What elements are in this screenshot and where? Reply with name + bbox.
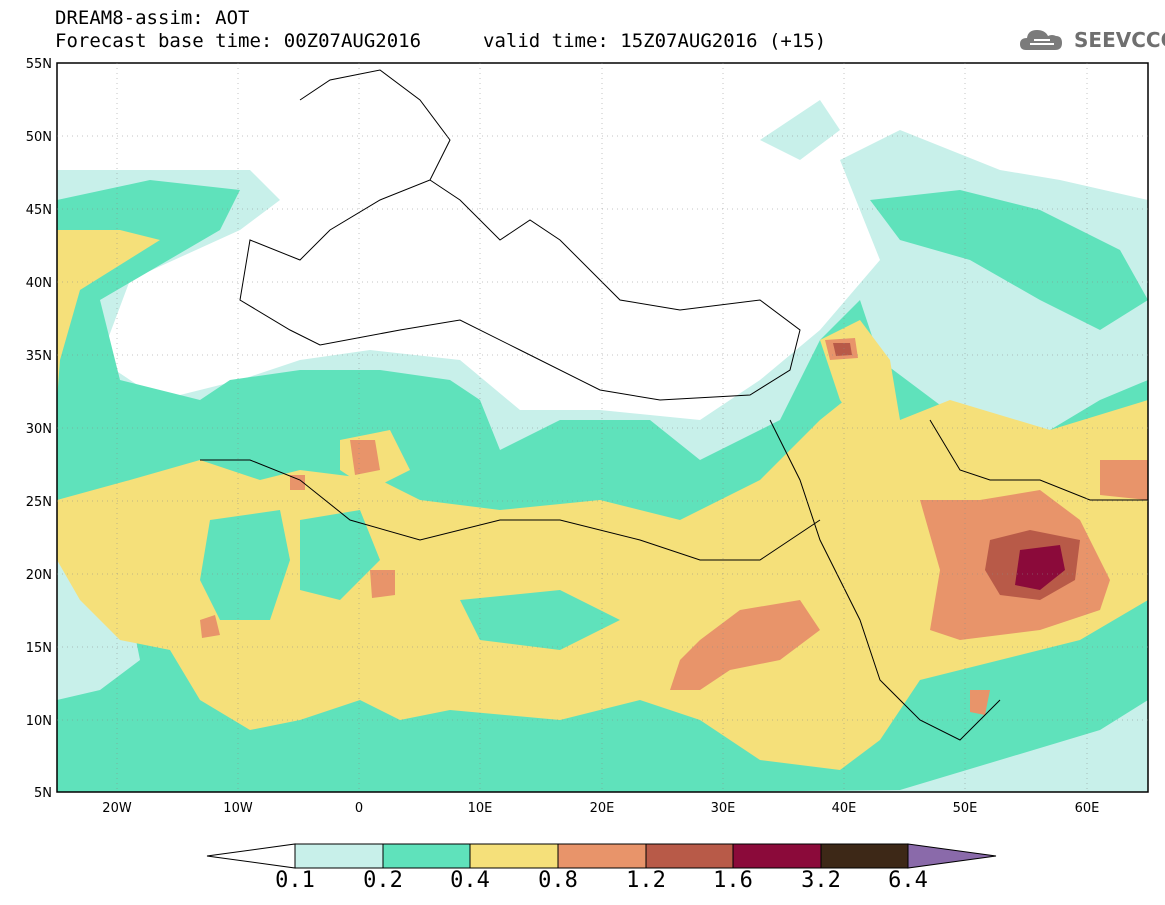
colorbar-bin xyxy=(294,843,384,869)
colorbar-bin xyxy=(557,843,647,869)
lat-tick-label: 25N xyxy=(26,495,52,510)
colorbar xyxy=(206,843,997,869)
coastlines xyxy=(200,69,1148,741)
lon-tick-label: 20W xyxy=(102,801,132,816)
lon-tick-label: 40E xyxy=(832,801,857,816)
colorbar-label: 1.6 xyxy=(713,868,753,893)
grid xyxy=(57,63,1148,792)
colorbar-label: 0.2 xyxy=(363,868,403,893)
lon-tick-label: 10W xyxy=(223,801,253,816)
aot-contour-0.4 xyxy=(57,230,160,400)
colorbar-label: 3.2 xyxy=(801,868,841,893)
lon-tick-label: 20E xyxy=(590,801,615,816)
lat-axis: 55N 50N 45N 40N 35N 30N 25N 20N 15N 10N … xyxy=(26,57,52,801)
colorbar-bin xyxy=(645,843,734,869)
lon-tick-label: 10E xyxy=(468,801,493,816)
valid-time: valid time: 15Z07AUG2016 (+15) xyxy=(483,30,827,52)
colorbar-bin xyxy=(382,843,471,869)
lon-tick-label: 30E xyxy=(711,801,736,816)
lon-axis: 20W 10W 0 10E 20E 30E 40E 50E 60E xyxy=(102,801,1099,816)
colorbar-label: 0.4 xyxy=(450,868,490,893)
colorbar-label: 1.2 xyxy=(626,868,666,893)
colorbar-bin xyxy=(820,843,909,869)
lat-tick-label: 50N xyxy=(26,130,52,145)
lat-tick-label: 35N xyxy=(26,349,52,364)
lat-tick-label: 20N xyxy=(26,568,52,583)
map-title: DREAM8-assim: AOT xyxy=(55,7,250,29)
lat-tick-label: 15N xyxy=(26,641,52,656)
map-frame xyxy=(56,62,1149,793)
colorbar-bin xyxy=(732,843,822,869)
colorbar-below-triangle xyxy=(206,843,296,869)
lat-tick-label: 10N xyxy=(26,714,52,729)
lat-tick-label: 55N xyxy=(26,57,52,72)
colorbar-label: 6.4 xyxy=(888,868,928,893)
lon-tick-label: 0 xyxy=(355,801,363,816)
lat-tick-label: 30N xyxy=(26,422,52,437)
seevccc-logo: SEEVCCC xyxy=(1074,28,1165,52)
colorbar-label: 0.8 xyxy=(538,868,578,893)
aot-field xyxy=(57,63,1148,792)
lat-tick-label: 40N xyxy=(26,276,52,291)
cloud-icon xyxy=(1020,30,1062,50)
colorbar-label: 0.1 xyxy=(275,868,315,893)
lat-tick-label: 5N xyxy=(34,786,52,801)
lon-tick-label: 60E xyxy=(1075,801,1100,816)
lat-tick-label: 45N xyxy=(26,203,52,218)
forecast-base-time: Forecast base time: 00Z07AUG2016 xyxy=(55,30,422,52)
aot-contour-1.6 xyxy=(1015,545,1065,590)
colorbar-bin xyxy=(469,843,559,869)
aot-contour-0.8 xyxy=(670,600,820,690)
colorbar-above-triangle xyxy=(907,843,997,869)
lon-tick-label: 50E xyxy=(953,801,978,816)
